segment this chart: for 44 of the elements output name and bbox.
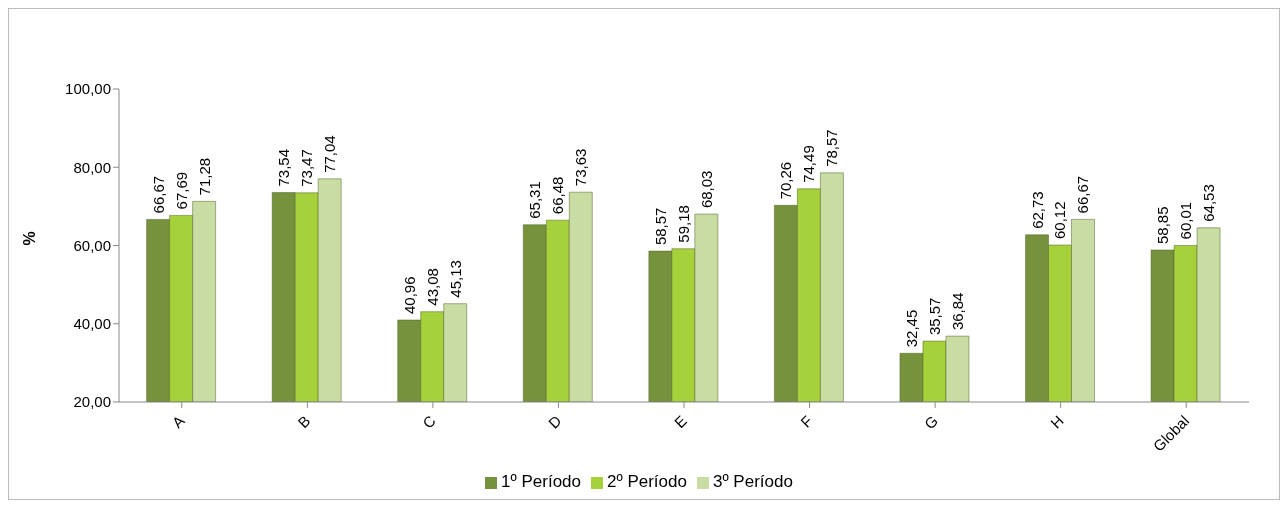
data-label: 45,13	[446, 260, 464, 298]
legend-label: 2º Período	[607, 472, 687, 491]
y-tick-label: 80,00	[73, 158, 111, 176]
data-label: 68,03	[697, 170, 715, 209]
data-label: 73,54	[275, 148, 293, 187]
data-label: 58,85	[1154, 206, 1172, 244]
data-label: 65,31	[526, 181, 544, 219]
y-tick-label: 100,00	[65, 80, 111, 98]
data-label: 77,04	[321, 135, 339, 173]
legend-label: 1º Período	[501, 472, 582, 491]
data-label: 71,28	[195, 157, 213, 196]
x-tick-label: B	[294, 411, 314, 432]
x-tick-label: E	[670, 411, 691, 432]
data-label: 66,67	[149, 175, 167, 214]
data-label: 66,67	[1074, 175, 1092, 214]
x-tick-label: F	[797, 411, 816, 431]
data-label: 64,53	[1200, 184, 1218, 222]
y-tick-label: 60,00	[73, 236, 111, 254]
data-label: 43,08	[423, 268, 441, 306]
data-label: 36,84	[948, 292, 966, 331]
x-tick-label: A	[168, 411, 188, 432]
data-label: 78,57	[823, 129, 841, 167]
data-label: 66,48	[549, 176, 567, 215]
legend-label: 3º Período	[712, 472, 793, 491]
data-label: 62,73	[1028, 191, 1046, 229]
data-label: 60,01	[1177, 201, 1195, 240]
x-tick-label: H	[1046, 411, 1067, 432]
y-tick-label: 40,00	[73, 315, 111, 333]
y-tick-label: 20,00	[73, 393, 111, 411]
data-label: 70,26	[777, 161, 795, 200]
data-label: 58,57	[651, 207, 669, 246]
data-label: 40,96	[400, 276, 418, 314]
data-label: 60,12	[1051, 201, 1069, 240]
x-tick-label: C	[419, 411, 440, 432]
data-label: 32,45	[902, 309, 920, 348]
data-label: 73,63	[572, 148, 590, 187]
data-label: 73,47	[298, 149, 316, 187]
data-label: 74,49	[800, 145, 818, 183]
data-label: 67,69	[172, 171, 190, 210]
x-tick-label: D	[544, 411, 565, 432]
y-axis-title: %	[20, 231, 38, 246]
data-label: 35,57	[925, 297, 943, 336]
x-tick-label: G	[920, 411, 942, 433]
data-label: 59,18	[674, 205, 692, 243]
